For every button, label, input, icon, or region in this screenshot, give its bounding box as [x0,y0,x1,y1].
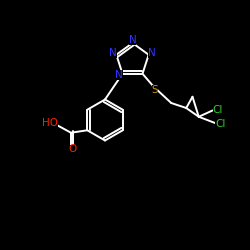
Text: N: N [115,70,123,80]
Text: O: O [68,144,76,154]
Text: N: N [128,35,136,45]
Text: HO: HO [42,118,58,128]
Text: N: N [109,48,117,58]
Text: N: N [148,48,156,58]
Text: S: S [152,85,158,95]
Text: Cl: Cl [213,105,223,115]
Text: Cl: Cl [215,119,226,129]
